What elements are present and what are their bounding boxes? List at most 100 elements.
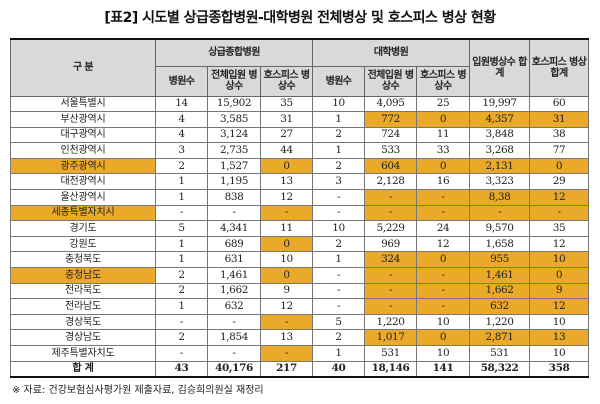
table-cell: 1: [155, 173, 208, 191]
table-cell: 3,124: [207, 126, 261, 144]
table-cell: 11: [416, 126, 471, 144]
table-cell: 43: [155, 360, 208, 378]
table-cell: 13: [529, 329, 590, 346]
table-cell: -: [312, 282, 366, 300]
table-cell: 3: [155, 142, 208, 159]
table-cell: 1,195: [207, 173, 261, 191]
table-cell: 27: [259, 126, 314, 144]
table-cell: 4,095: [364, 95, 418, 113]
table-cell: 1: [312, 345, 366, 362]
table-cell: 12: [259, 189, 314, 206]
table-cell: 31: [529, 111, 590, 128]
table-cell: 632: [469, 298, 531, 315]
region-name: 세종특별자치시: [10, 204, 156, 222]
table-cell: -: [416, 267, 471, 284]
region-name: 서울특별시: [10, 95, 156, 113]
table-cell: 77: [529, 142, 590, 159]
table-cell: 4,341: [207, 220, 261, 237]
table-cell: 38: [529, 126, 590, 144]
table-cell: 4: [155, 126, 208, 144]
table-cell: 58,322: [469, 360, 531, 378]
table-cell: 9: [529, 282, 590, 300]
table-cell: -: [364, 282, 418, 300]
region-name: 대구광역시: [10, 126, 156, 144]
table-cell: 1,662: [469, 282, 531, 300]
table-cell: 3,268: [469, 142, 531, 159]
table-cell: 10: [529, 313, 590, 331]
table-cell: 12: [416, 235, 471, 253]
table-cell: 1,854: [207, 329, 261, 346]
region-name: 경상북도: [10, 313, 156, 331]
region-name: 전라남도: [10, 298, 156, 315]
table-cell: 2: [312, 235, 366, 253]
table-cell: 11: [259, 220, 314, 237]
region-name: 전라북도: [10, 282, 156, 300]
table-cell: 5: [312, 313, 366, 331]
region-name: 광주광역시: [10, 157, 156, 175]
subheader-hospice-beds: 호스피스 병상수: [416, 65, 471, 97]
source-footnote: ※ 자료: 건강보험심사평가원 제출자료, 김승희의원실 재정리: [12, 385, 264, 396]
table-row: 부산광역시 4 3,585 31 1 772 0 4,357 31: [10, 111, 590, 128]
table-cell: 15,902: [207, 95, 261, 113]
table-cell: -: [155, 345, 208, 362]
table-cell: 0: [529, 157, 590, 175]
table-cell: 14: [155, 95, 208, 113]
table-cell: 2,871: [469, 329, 531, 346]
table-title: [표2] 시도별 상급종합병원-대학병원 전체병상 및 호스피스 병상 현황: [104, 10, 496, 26]
table-cell: 2: [155, 157, 208, 175]
table-cell: 2: [155, 267, 208, 284]
table-cell: 12: [529, 189, 590, 206]
table-cell: 12: [259, 298, 314, 315]
table-cell: 35: [529, 220, 590, 237]
subheader-hospice-beds: 호스피스 병상수: [259, 65, 314, 97]
table-cell: 2,131: [469, 157, 531, 175]
table-cell: -: [416, 204, 471, 222]
table-cell: 0: [416, 111, 471, 128]
table-cell: 10: [259, 251, 314, 269]
table-cell: 40: [312, 360, 366, 378]
table-cell: 1: [312, 111, 366, 128]
table-cell: 12: [529, 235, 590, 253]
table-cell: 0: [416, 329, 471, 346]
region-name: 부산광역시: [10, 111, 156, 128]
table-row: 제주특별자치도 - - -1 531 10 531 10: [10, 345, 590, 362]
table-cell: 1: [155, 251, 208, 269]
table-row: 경기도 5 4,341 11 10 5,229 24 9,570 35: [10, 220, 590, 237]
table-cell: 0: [259, 157, 314, 175]
table-cell: 1,220: [364, 313, 418, 331]
table-cell: 689: [207, 235, 261, 253]
table-cell: 2: [155, 282, 208, 300]
table-row: 전라남도 1 632 12- - -632 12: [10, 298, 590, 315]
table-cell: 969: [364, 235, 418, 253]
table-cell: 955: [469, 251, 531, 269]
table-cell: 1,220: [469, 313, 531, 331]
table-row: 경상북도 - - -5 1,220 10 1,220 10: [10, 313, 590, 331]
table-cell: 1: [312, 251, 366, 269]
table-cell: -: [416, 298, 471, 315]
table-cell: 632: [207, 298, 261, 315]
table-cell: -: [364, 189, 418, 206]
table-cell: 3,848: [469, 126, 531, 144]
table-cell: 5: [155, 220, 208, 237]
table-cell: -: [207, 345, 261, 362]
region-name: 충청남도: [10, 267, 156, 284]
header-total-beds: 입원병상수 합계: [469, 38, 531, 97]
table-cell: 31: [259, 111, 314, 128]
region-name: 경상남도: [10, 329, 156, 346]
table-cell: -: [155, 204, 208, 222]
header-university-hospital: 대학병원: [312, 38, 471, 67]
table-cell: 0: [259, 267, 314, 284]
region-name: 경기도: [10, 220, 156, 237]
header-region: 구 분: [10, 38, 156, 97]
table-row: 인천광역시 3 2,735 44 1 533 33 3,268 77: [10, 142, 590, 159]
table-cell: -: [312, 267, 366, 284]
table-cell: 4: [155, 111, 208, 128]
table-cell: 29: [529, 173, 590, 191]
table-cell: -: [364, 298, 418, 315]
table-cell: 0: [416, 157, 471, 175]
table-row: 대구광역시 4 3,124 27 2 724 11 3,848 38: [10, 126, 590, 144]
table-cell: 10: [312, 220, 366, 237]
table-row: 세종특별자치시 - - - - - - - -: [10, 204, 590, 222]
table-row: 광주광역시 2 1,527 0 2 604 0 2,131 0: [10, 157, 590, 175]
region-name: 제주특별자치도: [10, 345, 156, 362]
